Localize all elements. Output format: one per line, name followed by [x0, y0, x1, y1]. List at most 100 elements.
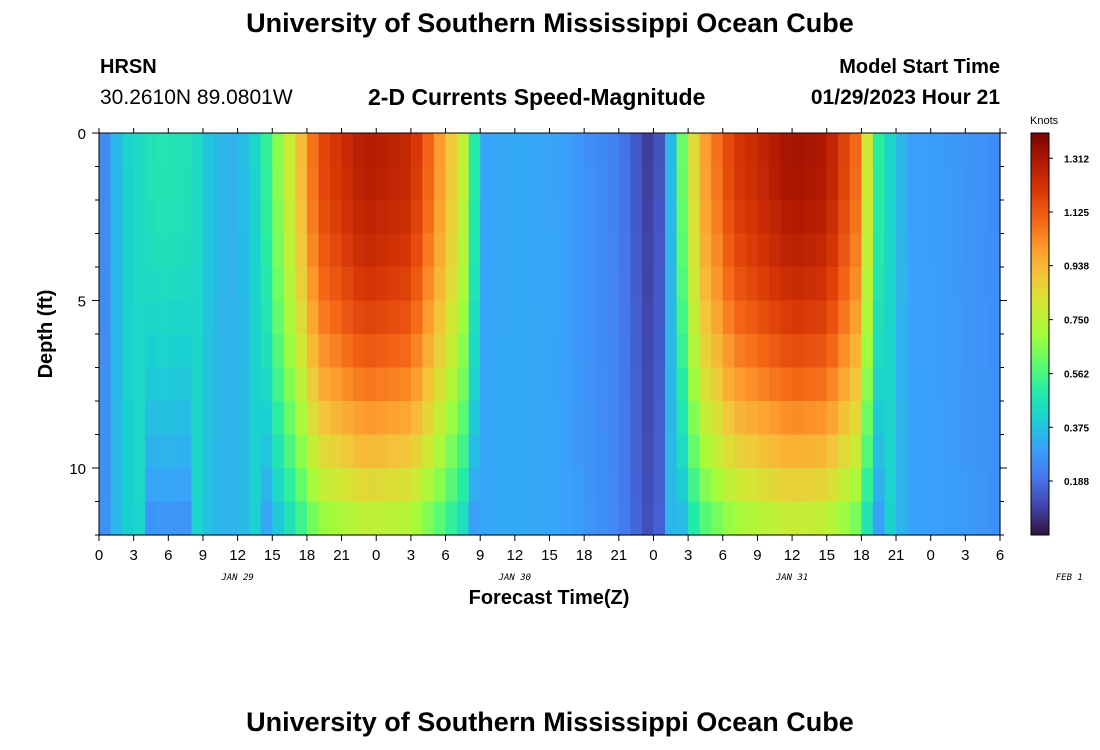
- heatmap-cell: [734, 267, 747, 302]
- heatmap-cell: [99, 334, 112, 369]
- heatmap-cell: [283, 133, 296, 168]
- heatmap-cell: [480, 401, 493, 436]
- heatmap-cell: [387, 367, 400, 402]
- heatmap-cell: [896, 501, 909, 536]
- x-tick-label: 21: [333, 547, 350, 564]
- heatmap-cell: [145, 300, 158, 335]
- heatmap-cell: [168, 468, 181, 503]
- heatmap-cell: [422, 200, 435, 235]
- heatmap-cell: [815, 434, 828, 469]
- heatmap-cell: [283, 434, 296, 469]
- heatmap-cell: [780, 334, 793, 369]
- heatmap-cell: [896, 434, 909, 469]
- heatmap-cell: [734, 367, 747, 402]
- heatmap-cell: [433, 434, 447, 469]
- heatmap-cell: [861, 233, 874, 268]
- x-tick-label: 9: [476, 547, 484, 564]
- heatmap-cell: [711, 233, 724, 268]
- heatmap-cell: [584, 267, 597, 302]
- heatmap-cell: [572, 501, 585, 536]
- heatmap-cell: [122, 434, 135, 469]
- heatmap-cell: [295, 133, 308, 168]
- heatmap-cell: [711, 468, 724, 503]
- heatmap-cell: [306, 267, 320, 302]
- heatmap-cell: [572, 468, 585, 503]
- heatmap-cell: [919, 300, 932, 335]
- heatmap-cell: [792, 401, 805, 436]
- heatmap-cell: [734, 501, 747, 536]
- heatmap-cell: [364, 133, 377, 168]
- heatmap-cell: [872, 233, 886, 268]
- heatmap-cell: [584, 434, 597, 469]
- heatmap-cell: [145, 501, 158, 536]
- heatmap-cell: [688, 334, 701, 369]
- heatmap-cell: [306, 300, 320, 335]
- heatmap-cell: [214, 200, 227, 235]
- heatmap-cell: [318, 267, 331, 302]
- heatmap-cell: [803, 300, 816, 335]
- heatmap-cell: [537, 501, 551, 536]
- heatmap-cell: [480, 300, 493, 335]
- heatmap-cell: [803, 367, 816, 402]
- heatmap-cell: [191, 501, 204, 536]
- heatmap-cell: [468, 300, 481, 335]
- heatmap-cell: [156, 434, 169, 469]
- heatmap-cell: [422, 468, 435, 503]
- heatmap-cell: [861, 300, 874, 335]
- heatmap-cell: [942, 468, 955, 503]
- heatmap-cell: [780, 200, 793, 235]
- heatmap-cell: [630, 401, 643, 436]
- heatmap-cell: [468, 367, 481, 402]
- heatmap-cell: [399, 233, 412, 268]
- heatmap-cell: [237, 401, 250, 436]
- heatmap-cell: [514, 468, 527, 503]
- heatmap-cell: [630, 300, 643, 335]
- heatmap-cell: [156, 367, 169, 402]
- heatmap-cell: [237, 434, 250, 469]
- heatmap-cell: [688, 267, 701, 302]
- heatmap-cell: [226, 166, 239, 201]
- heatmap-cell: [711, 401, 724, 436]
- heatmap-cell: [295, 401, 308, 436]
- heatmap-cell: [353, 501, 366, 536]
- heatmap-cell: [353, 300, 366, 335]
- date-label: FEB 1: [1056, 573, 1083, 583]
- heatmap-cell: [849, 434, 862, 469]
- heatmap-cell: [318, 367, 331, 402]
- heatmap-cell: [630, 367, 643, 402]
- heatmap-cell: [122, 233, 135, 268]
- heatmap-cell: [249, 434, 262, 469]
- heatmap-cell: [179, 401, 193, 436]
- heatmap-cell: [618, 401, 631, 436]
- heatmap-cell: [376, 367, 389, 402]
- heatmap-cell: [953, 200, 966, 235]
- heatmap-cell: [457, 200, 470, 235]
- heatmap-cell: [953, 334, 966, 369]
- heatmap-cell: [457, 367, 470, 402]
- heatmap-cell: [872, 367, 886, 402]
- heatmap-cell: [480, 468, 493, 503]
- heatmap-cell: [110, 334, 123, 369]
- heatmap-cell: [387, 267, 400, 302]
- heatmap-cell: [896, 233, 909, 268]
- heatmap-cell: [561, 233, 574, 268]
- heatmap-cell: [110, 468, 123, 503]
- heatmap-cell: [965, 133, 978, 168]
- heatmap-cell: [988, 468, 1001, 503]
- heatmap-cell: [330, 401, 343, 436]
- heatmap-cell: [618, 133, 631, 168]
- heatmap-cell: [341, 133, 354, 168]
- heatmap-cell: [630, 501, 643, 536]
- heatmap-cell: [260, 334, 273, 369]
- heatmap-cell: [849, 133, 862, 168]
- heatmap-cell: [849, 367, 862, 402]
- heatmap-cell: [122, 367, 135, 402]
- heatmap-cell: [988, 133, 1001, 168]
- heatmap-cell: [641, 401, 655, 436]
- heatmap-cell: [641, 233, 655, 268]
- heatmap-cell: [191, 401, 204, 436]
- heatmap-cell: [99, 166, 112, 201]
- heatmap-cell: [537, 133, 551, 168]
- heatmap-cell: [306, 166, 320, 201]
- heatmap-cell: [976, 200, 990, 235]
